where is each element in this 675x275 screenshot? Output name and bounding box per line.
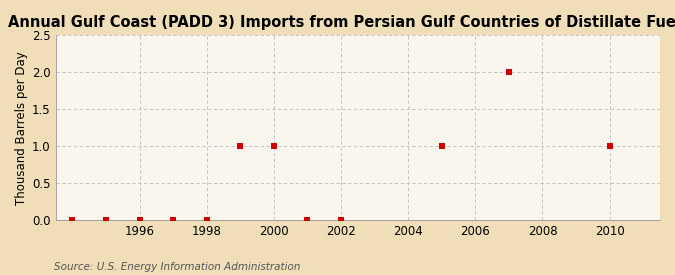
Text: Source: U.S. Energy Information Administration: Source: U.S. Energy Information Administ… [54, 262, 300, 272]
Point [604, 144, 615, 148]
Point [269, 144, 279, 148]
Point [201, 218, 212, 222]
Point [134, 218, 145, 222]
Title: Annual Gulf Coast (PADD 3) Imports from Persian Gulf Countries of Distillate Fue: Annual Gulf Coast (PADD 3) Imports from … [7, 15, 675, 30]
Point [436, 144, 447, 148]
Point [302, 218, 313, 222]
Point [67, 218, 78, 222]
Point [504, 70, 514, 75]
Point [235, 144, 246, 148]
Point [168, 218, 179, 222]
Point [101, 218, 111, 222]
Y-axis label: Thousand Barrels per Day: Thousand Barrels per Day [15, 51, 28, 205]
Point [335, 218, 346, 222]
